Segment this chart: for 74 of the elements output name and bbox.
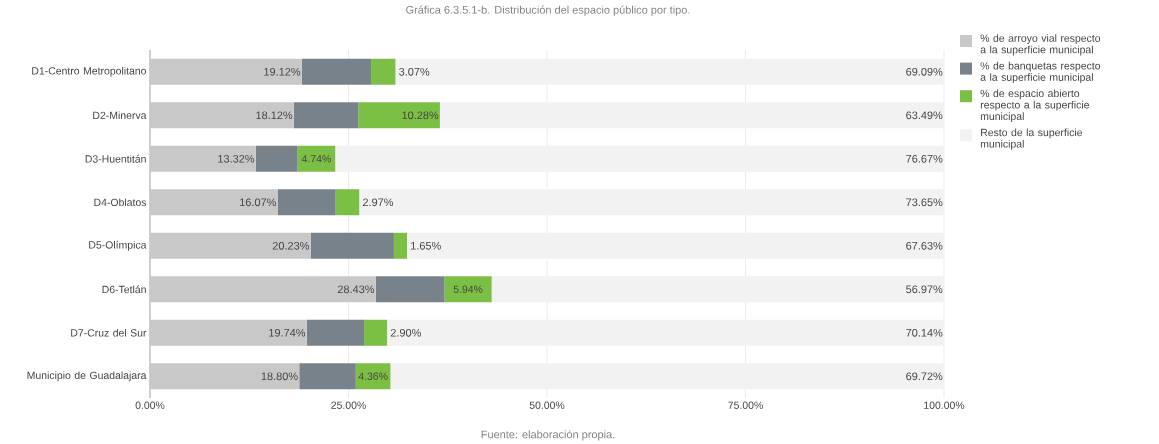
data-label: 18.12% (256, 111, 293, 120)
bar (297, 145, 336, 172)
data-label: 73.65% (906, 198, 943, 207)
bar (150, 319, 307, 346)
y-tick-label: D6-Tetlán (102, 285, 146, 294)
data-label: 20.23% (272, 241, 310, 250)
legend-label: Resto de la superficie municipal (980, 128, 1083, 150)
data-label: 2.90% (390, 328, 421, 337)
data-label: 3.07% (399, 67, 430, 76)
data-label: 1.65% (411, 241, 441, 250)
bar (255, 145, 298, 172)
x-tick-label: 25.00% (331, 401, 366, 409)
x-tick-label: 0.00% (135, 401, 165, 409)
bar (393, 232, 408, 259)
data-label: 76.67% (906, 154, 943, 163)
bar (390, 363, 945, 390)
bar (150, 232, 311, 259)
bar (444, 276, 492, 303)
legend-label: % de banquetas respecto a la superficie municipal (980, 61, 1101, 84)
bar (306, 319, 365, 346)
bar (364, 319, 388, 346)
bar (150, 58, 302, 85)
data-label: 70.14% (906, 328, 943, 337)
data-label: 69.72% (906, 372, 943, 381)
bar (371, 58, 396, 85)
y-tick-label: D4-Oblatos (94, 198, 147, 207)
data-label: 4.36% (358, 372, 388, 380)
data-label: 4.74% (301, 155, 331, 163)
bar (150, 102, 294, 129)
bar (375, 276, 445, 303)
y-tick-label: Municipio de Guadalajara (27, 371, 147, 382)
bar (359, 189, 945, 216)
bar (301, 58, 372, 85)
data-label: 18.80% (261, 372, 298, 381)
data-label: 10.28% (402, 111, 439, 120)
chart-title: Gráfica 6.3.5.1-b. Distribución del espacio público por tipo. (406, 5, 690, 16)
x-tick-label: 75.00% (728, 401, 763, 409)
bar (335, 189, 360, 216)
data-label: 28.43% (337, 285, 375, 294)
bar (407, 232, 945, 259)
bar (150, 363, 300, 390)
bar (335, 145, 945, 172)
data-label: 56.97% (906, 285, 943, 294)
x-tick-label: 100.00% (924, 401, 965, 409)
y-tick-label: D5-Olímpica (89, 240, 147, 251)
bar (150, 189, 278, 216)
bar (358, 102, 440, 129)
data-label: 2.97% (362, 198, 394, 207)
data-label: 16.07% (240, 198, 276, 207)
bar (299, 363, 356, 390)
bar (387, 319, 945, 346)
y-tick-label: D1-Centro Metropolitano (32, 66, 147, 77)
data-label: 13.32% (218, 154, 255, 163)
legend-label: % de espacio abierto respecto a la superficie municipal (980, 89, 1090, 123)
bar (293, 102, 359, 129)
data-label: 19.12% (264, 67, 301, 76)
bar (395, 58, 945, 85)
bar (355, 363, 391, 390)
x-tick-label: 50.00% (529, 401, 565, 409)
data-label: 19.74% (269, 328, 306, 337)
bar (439, 102, 945, 129)
source-note: Fuente: elaboración propia. (481, 430, 615, 441)
y-tick-label: D7-Cruz del Sur (71, 328, 147, 337)
data-label: 69.09% (906, 67, 943, 76)
data-label: 5.94% (453, 285, 483, 293)
legend-label: % de arroyo vial respecto a la superficie municipal (980, 34, 1101, 56)
bar (277, 189, 336, 216)
data-label: 67.63% (906, 241, 943, 250)
y-tick-label: D2-Minerva (93, 111, 147, 120)
bar (310, 232, 394, 259)
bar (150, 145, 256, 172)
data-label: 63.49% (906, 111, 943, 120)
bar (491, 276, 945, 303)
y-tick-label: D3-Huentitán (85, 154, 146, 163)
